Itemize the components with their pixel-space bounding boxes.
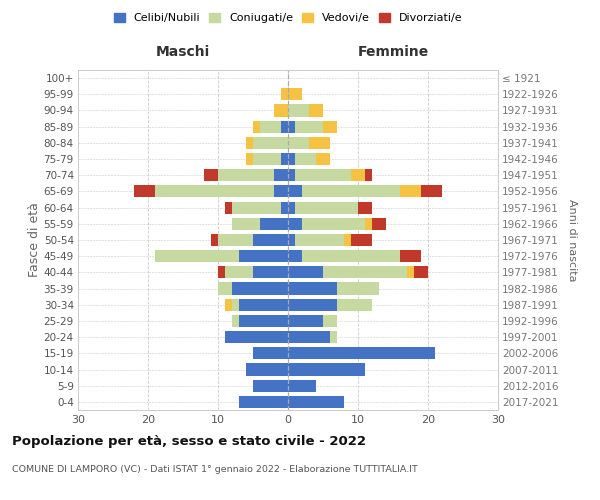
Legend: Celibi/Nubili, Coniugati/e, Vedovi/e, Divorziati/e: Celibi/Nubili, Coniugati/e, Vedovi/e, Di… [112,10,464,26]
Bar [358,202,372,213]
Bar [337,298,372,311]
Bar [288,104,309,117]
Bar [288,348,435,360]
Bar [421,186,442,198]
Bar [225,266,253,278]
Bar [330,331,337,343]
Bar [225,202,232,213]
Bar [253,120,260,132]
Bar [260,120,281,132]
Bar [288,202,295,213]
Bar [344,234,351,246]
Text: Maschi: Maschi [156,44,210,59]
Bar [372,218,386,230]
Bar [253,380,288,392]
Text: Popolazione per età, sesso e stato civile - 2022: Popolazione per età, sesso e stato civil… [12,435,366,448]
Bar [295,153,316,165]
Bar [253,234,288,246]
Bar [218,234,253,246]
Bar [232,218,260,230]
Bar [288,266,323,278]
Bar [239,298,288,311]
Bar [260,218,288,230]
Bar [323,120,337,132]
Bar [400,250,421,262]
Bar [281,202,288,213]
Bar [414,266,428,278]
Bar [232,315,239,327]
Bar [407,266,414,278]
Y-axis label: Anni di nascita: Anni di nascita [567,198,577,281]
Bar [253,266,288,278]
Bar [253,137,288,149]
Bar [274,186,288,198]
Bar [288,234,295,246]
Bar [295,169,351,181]
Bar [309,104,323,117]
Bar [288,380,316,392]
Bar [281,120,288,132]
Bar [337,282,379,294]
Bar [134,186,155,198]
Bar [288,364,365,376]
Bar [232,282,288,294]
Bar [288,169,295,181]
Bar [225,298,232,311]
Bar [295,202,358,213]
Bar [323,315,337,327]
Y-axis label: Fasce di età: Fasce di età [28,202,41,278]
Bar [295,234,344,246]
Bar [365,218,372,230]
Bar [400,186,421,198]
Bar [302,250,400,262]
Bar [239,315,288,327]
Bar [281,88,288,101]
Bar [302,186,400,198]
Bar [288,396,344,408]
Text: Femmine: Femmine [358,44,428,59]
Bar [288,120,295,132]
Bar [281,153,288,165]
Bar [218,266,225,278]
Bar [302,218,365,230]
Bar [288,218,302,230]
Bar [295,120,323,132]
Bar [246,364,288,376]
Bar [351,169,365,181]
Text: COMUNE DI LAMPORO (VC) - Dati ISTAT 1° gennaio 2022 - Elaborazione TUTTITALIA.IT: COMUNE DI LAMPORO (VC) - Dati ISTAT 1° g… [12,465,418,474]
Bar [316,153,330,165]
Bar [218,282,232,294]
Bar [246,137,253,149]
Bar [225,331,288,343]
Bar [232,298,239,311]
Bar [323,266,407,278]
Bar [239,396,288,408]
Bar [155,186,274,198]
Bar [288,282,337,294]
Bar [204,169,218,181]
Bar [155,250,239,262]
Bar [365,169,372,181]
Bar [288,88,302,101]
Bar [288,298,337,311]
Bar [274,169,288,181]
Bar [246,153,253,165]
Bar [309,137,330,149]
Bar [351,234,372,246]
Bar [288,186,302,198]
Bar [239,250,288,262]
Bar [288,315,323,327]
Bar [232,202,281,213]
Bar [288,331,330,343]
Bar [288,153,295,165]
Bar [253,348,288,360]
Bar [253,153,281,165]
Bar [211,234,218,246]
Bar [288,250,302,262]
Bar [274,104,288,117]
Bar [288,137,309,149]
Bar [218,169,274,181]
